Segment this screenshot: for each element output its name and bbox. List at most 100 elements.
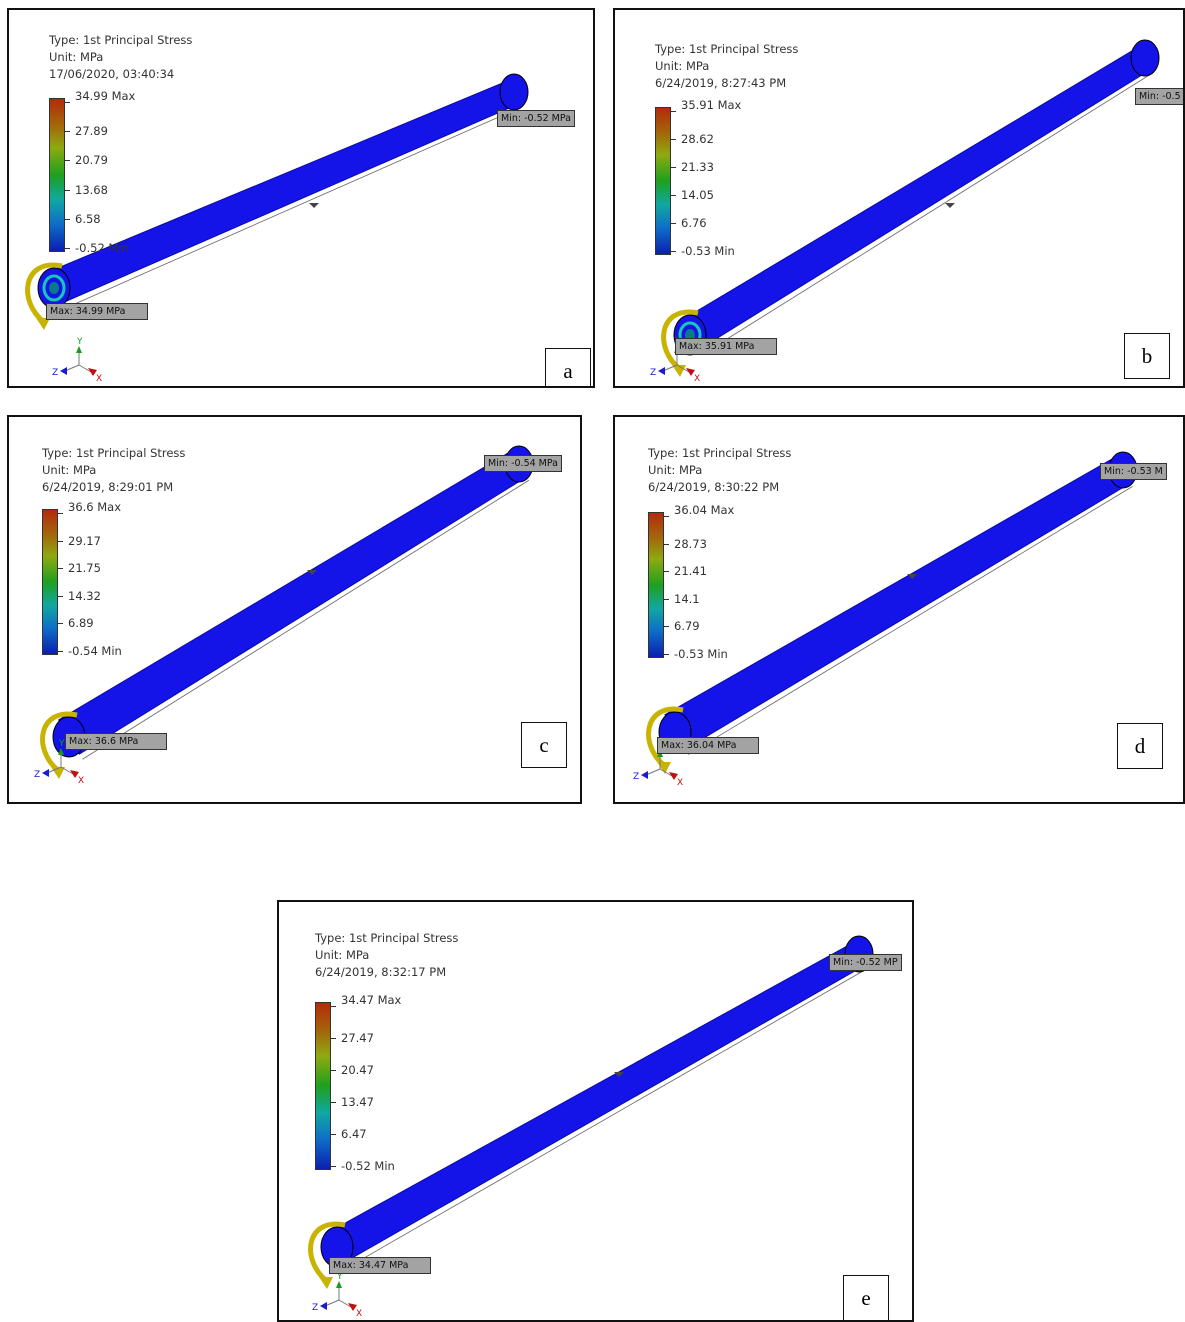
legend-unit: Unit: MPa xyxy=(42,463,97,477)
scale-tick xyxy=(664,654,669,655)
scale-tick xyxy=(65,218,70,220)
stress-model-b: YZX xyxy=(650,39,1160,384)
legend-type: Type: 1st Principal Stress xyxy=(648,446,792,460)
scale-value: 27.89 xyxy=(75,124,108,139)
axis-z-icon xyxy=(60,367,67,375)
scale-value: -0.53 Min xyxy=(681,244,735,258)
legend-type: Type: 1st Principal Stress xyxy=(49,33,193,47)
scale-tick xyxy=(664,571,669,573)
moment-arrow-head xyxy=(319,1277,333,1289)
scale-tick xyxy=(331,1006,336,1007)
axis-y-icon xyxy=(76,346,82,353)
scale-value: 6.89 xyxy=(68,616,94,631)
moment-arrow xyxy=(308,1221,346,1283)
legend-timestamp: 6/24/2019, 8:27:43 PM xyxy=(655,76,787,90)
scale-tick xyxy=(671,111,676,112)
axis-z-label: Z xyxy=(650,368,656,378)
scale-value: 21.33 xyxy=(681,160,714,174)
color-scale-bar xyxy=(655,107,671,255)
scale-tick xyxy=(331,1038,336,1039)
scale-value: 28.73 xyxy=(674,536,707,551)
min-stress-tag: Min: -0.5 xyxy=(1135,88,1183,105)
axis-z-icon xyxy=(42,769,49,777)
legend-header: Type: 1st Principal Stress Unit: MPa 17/06… xyxy=(49,32,192,83)
subfigure-label: c xyxy=(521,722,567,768)
subfigure-label: a xyxy=(545,348,591,386)
scale-value: 34.47 Max xyxy=(341,993,402,1007)
scale-value: -0.52 Min xyxy=(75,241,129,255)
probe-marker xyxy=(309,203,319,208)
scale-tick xyxy=(331,1070,336,1071)
max-stress-tag: Max: 34.99 MPa xyxy=(46,303,148,320)
scale-value: 21.41 xyxy=(674,564,707,579)
axis-x-label: X xyxy=(96,374,102,384)
scale-value: 13.47 xyxy=(341,1095,374,1109)
legend-header: Type: 1st Principal Stress Unit: MPa 6/24/… xyxy=(655,41,798,92)
moment-arrow xyxy=(646,706,684,768)
shaft-body xyxy=(46,79,520,305)
legend-unit: Unit: MPa xyxy=(655,59,710,73)
axis-x-icon xyxy=(669,772,678,780)
panel-c: Y Z X Type: 1st Principal Stress Unit: MPa 6/… xyxy=(7,415,582,804)
scale-tick xyxy=(58,540,63,542)
deformed-outline xyxy=(687,486,1133,755)
max-stress-tag: Max: 36.6 MPa xyxy=(65,733,167,750)
moment-arrow xyxy=(661,309,699,371)
axis-y-label: Y xyxy=(58,739,65,749)
scale-tick xyxy=(58,568,63,570)
moment-arrow xyxy=(40,711,78,773)
scale-value: 36.04 Max xyxy=(674,503,735,517)
axis-z-label: Z xyxy=(312,1303,318,1313)
flange-far xyxy=(499,73,529,111)
min-stress-tag: Min: -0.52 MPa xyxy=(497,110,575,127)
legend-unit: Unit: MPa xyxy=(315,948,370,962)
scale-tick xyxy=(58,513,63,514)
scale-value: 20.47 xyxy=(341,1063,374,1077)
scale-tick xyxy=(331,1166,336,1167)
moment-arrow-head xyxy=(672,365,686,377)
stress-hotspot xyxy=(42,274,66,302)
scale-tick xyxy=(58,623,63,625)
axis-x-icon xyxy=(70,770,79,778)
scale-tick xyxy=(671,139,676,140)
min-stress-tag: Min: -0.52 MP xyxy=(829,954,902,971)
axis-y-icon xyxy=(58,748,64,755)
legend-unit: Unit: MPa xyxy=(648,463,703,477)
scale-value: -0.52 Min xyxy=(341,1159,395,1173)
max-stress-tag: Max: 34.47 MPa xyxy=(329,1257,431,1274)
axis-y-icon xyxy=(336,1281,342,1288)
scale-tick xyxy=(65,131,70,133)
moment-arrow-head xyxy=(36,318,50,330)
scale-value: -0.54 Min xyxy=(68,644,122,658)
subfigure-label: d xyxy=(1117,723,1163,769)
scale-value: 13.68 xyxy=(75,182,108,197)
legend-timestamp: 6/24/2019, 8:29:01 PM xyxy=(42,480,174,494)
deformed-outline xyxy=(62,107,521,310)
moment-arrow-head xyxy=(657,762,671,774)
scale-value: 6.47 xyxy=(341,1127,367,1141)
legend-timestamp: 6/24/2019, 8:30:22 PM xyxy=(648,480,780,494)
axis-x-label: X xyxy=(356,1309,362,1319)
legend-type: Type: 1st Principal Stress xyxy=(315,931,459,945)
scale-value: 14.32 xyxy=(68,588,101,603)
scale-tick xyxy=(671,167,676,168)
scale-value: 6.76 xyxy=(681,216,707,230)
shaft-body xyxy=(680,46,1153,351)
axis-y-label: Y xyxy=(336,1272,343,1282)
min-stress-tag: Min: -0.54 MPa xyxy=(484,455,562,472)
scale-value: 35.91 Max xyxy=(681,98,742,112)
scale-value: 20.79 xyxy=(75,153,108,168)
scale-value: 21.75 xyxy=(68,561,101,576)
axis-z-label: Z xyxy=(52,368,58,378)
scale-value: -0.53 Min xyxy=(674,647,728,661)
max-stress-tag: Max: 36.04 MPa xyxy=(657,737,759,754)
legend-header: Type: 1st Principal Stress Unit: MPa 6/24/… xyxy=(648,445,791,496)
scale-tick xyxy=(65,189,70,191)
scale-tick xyxy=(671,195,676,196)
scale-tick xyxy=(65,248,70,249)
scale-tick xyxy=(664,598,669,600)
scale-tick xyxy=(671,223,676,224)
legend-type: Type: 1st Principal Stress xyxy=(42,446,186,460)
axis-x-label: X xyxy=(677,778,683,788)
